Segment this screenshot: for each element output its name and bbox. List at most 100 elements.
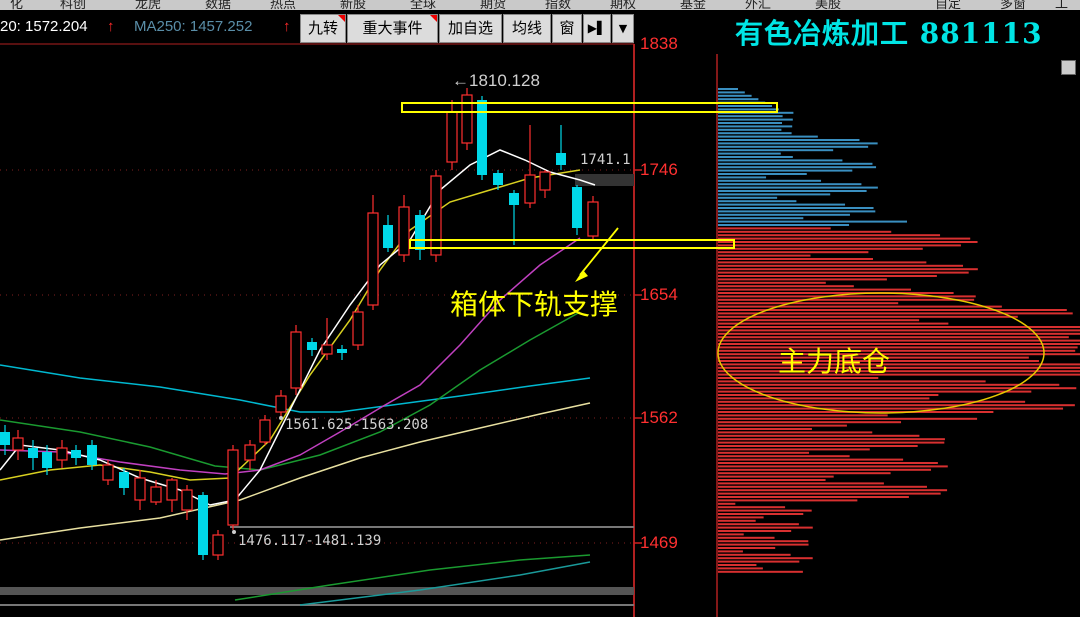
candle-body-down bbox=[71, 450, 81, 458]
profile-bar bbox=[718, 251, 869, 254]
profile-bar bbox=[718, 135, 818, 138]
profile-bar bbox=[718, 108, 779, 111]
profile-bar bbox=[718, 336, 1069, 339]
top-menu-item[interactable]: 多窗 bbox=[1000, 0, 1027, 10]
top-menu-item[interactable]: 龙虎 bbox=[135, 0, 162, 10]
top-menu-item[interactable]: 新股 bbox=[340, 0, 367, 10]
next-icon[interactable]: ▶▌ bbox=[583, 14, 611, 43]
profile-bar bbox=[718, 492, 941, 495]
candle-body-down bbox=[509, 193, 519, 205]
profile-bar bbox=[718, 196, 778, 199]
profile-bar bbox=[718, 370, 1080, 373]
candle-body-down bbox=[337, 349, 347, 353]
candle-body-down bbox=[415, 215, 425, 250]
profile-bar bbox=[718, 499, 858, 502]
profile-bar bbox=[718, 224, 850, 226]
nine-turn-button[interactable]: 九转 bbox=[300, 14, 346, 43]
candle-body-up bbox=[321, 344, 333, 355]
price-tick-1654: 1654 bbox=[640, 285, 678, 304]
top-menu-item[interactable]: 期权 bbox=[610, 0, 637, 10]
profile-bar bbox=[718, 210, 876, 213]
flag-icon bbox=[430, 15, 437, 22]
profile-bar bbox=[718, 397, 930, 400]
candle-body-down bbox=[0, 432, 10, 445]
major-events-label: 重大事件 bbox=[362, 19, 423, 37]
profile-bar bbox=[718, 414, 888, 417]
profile-bar bbox=[718, 230, 892, 233]
profile-bar bbox=[718, 203, 846, 206]
profile-bar bbox=[718, 356, 1029, 359]
add-watchlist-button[interactable]: 加自选 bbox=[439, 14, 502, 43]
profile-bar bbox=[718, 285, 854, 288]
profile-bar bbox=[718, 91, 745, 94]
window-button[interactable]: 窗 bbox=[552, 14, 582, 43]
top-menu-item[interactable]: 基金 bbox=[680, 0, 707, 10]
candle-body-up bbox=[367, 212, 379, 306]
ma20-value: 20: 1572.204 bbox=[0, 18, 88, 35]
top-menu-item[interactable]: 自定 bbox=[935, 0, 962, 10]
profile-bar bbox=[718, 145, 869, 148]
profile-bar bbox=[718, 462, 938, 464]
top-menu-item[interactable]: 美股 bbox=[815, 0, 842, 10]
major-events-button[interactable]: 重大事件 bbox=[347, 14, 438, 43]
sector-title: 有色冶炼加工 881113 bbox=[735, 12, 1043, 52]
profile-bar bbox=[718, 496, 909, 498]
dropdown-icon[interactable]: ▼ bbox=[612, 14, 634, 43]
profile-bar bbox=[718, 339, 1080, 342]
ma-line-button[interactable]: 均线 bbox=[503, 14, 551, 43]
profile-bar bbox=[718, 349, 1076, 352]
candle-body-up bbox=[227, 449, 239, 526]
profile-bar bbox=[718, 455, 850, 458]
candle-body-down bbox=[477, 100, 487, 175]
profile-bar bbox=[718, 322, 949, 325]
profile-bar bbox=[718, 387, 1077, 390]
top-menu-item[interactable]: 热点 bbox=[270, 0, 297, 10]
ma-cyan-line bbox=[0, 364, 591, 413]
profile-bar bbox=[718, 564, 757, 566]
candle-body-down bbox=[42, 452, 52, 468]
top-menu-item[interactable]: 科创 bbox=[60, 0, 87, 10]
candle-body-down bbox=[493, 173, 503, 185]
profile-bar bbox=[718, 128, 782, 131]
top-menu-item[interactable]: 全球 bbox=[410, 0, 437, 10]
profile-bar bbox=[718, 431, 873, 434]
profile-bar bbox=[718, 475, 834, 478]
profile-bar bbox=[718, 200, 797, 203]
top-menu-item[interactable]: 工具 bbox=[1055, 0, 1069, 10]
profile-bar bbox=[718, 519, 756, 522]
profile-bar bbox=[718, 264, 964, 267]
top-menu-item[interactable]: 外汇 bbox=[745, 0, 772, 10]
profile-bar bbox=[718, 258, 873, 260]
top-menu-item[interactable]: 指数 bbox=[545, 0, 572, 10]
profile-bar bbox=[718, 363, 1080, 366]
profile-bar bbox=[718, 278, 887, 281]
top-menu-item[interactable]: 期货 bbox=[480, 0, 507, 10]
candle-body-up bbox=[430, 175, 442, 256]
candle-body-up bbox=[181, 489, 193, 511]
profile-bar bbox=[718, 220, 908, 223]
top-menu-item[interactable]: 数据 bbox=[205, 0, 232, 10]
profile-bar bbox=[718, 506, 786, 509]
low-range-label: 1476.117-1481.139 bbox=[238, 533, 382, 549]
window-label: 窗 bbox=[559, 19, 575, 37]
profile-bar bbox=[718, 241, 978, 243]
profile-bar bbox=[718, 424, 847, 427]
top-menu-item[interactable]: 化 bbox=[10, 0, 24, 10]
profile-bar bbox=[718, 227, 831, 230]
ma-lower-green-line bbox=[234, 554, 591, 601]
profile-bar bbox=[718, 156, 793, 158]
candle-body-down bbox=[119, 472, 129, 488]
add-watchlist-label: 加自选 bbox=[447, 19, 493, 37]
candle-body-down bbox=[307, 342, 317, 350]
profile-bar bbox=[718, 472, 891, 475]
settings-icon[interactable] bbox=[1061, 60, 1076, 75]
profile-bar bbox=[718, 139, 860, 141]
profile-bar bbox=[718, 458, 904, 461]
profile-bar bbox=[718, 309, 1067, 311]
profile-bar bbox=[718, 281, 826, 284]
profile-bar bbox=[718, 207, 874, 209]
top-menu-bar: 化 科创 龙虎 数据 热点 新股 全球 期货 指数 期权 基金 外汇 美股 自定 多窗 工具 bbox=[0, 0, 1080, 10]
price-band-box bbox=[575, 174, 634, 186]
profile-bar bbox=[718, 315, 1018, 318]
